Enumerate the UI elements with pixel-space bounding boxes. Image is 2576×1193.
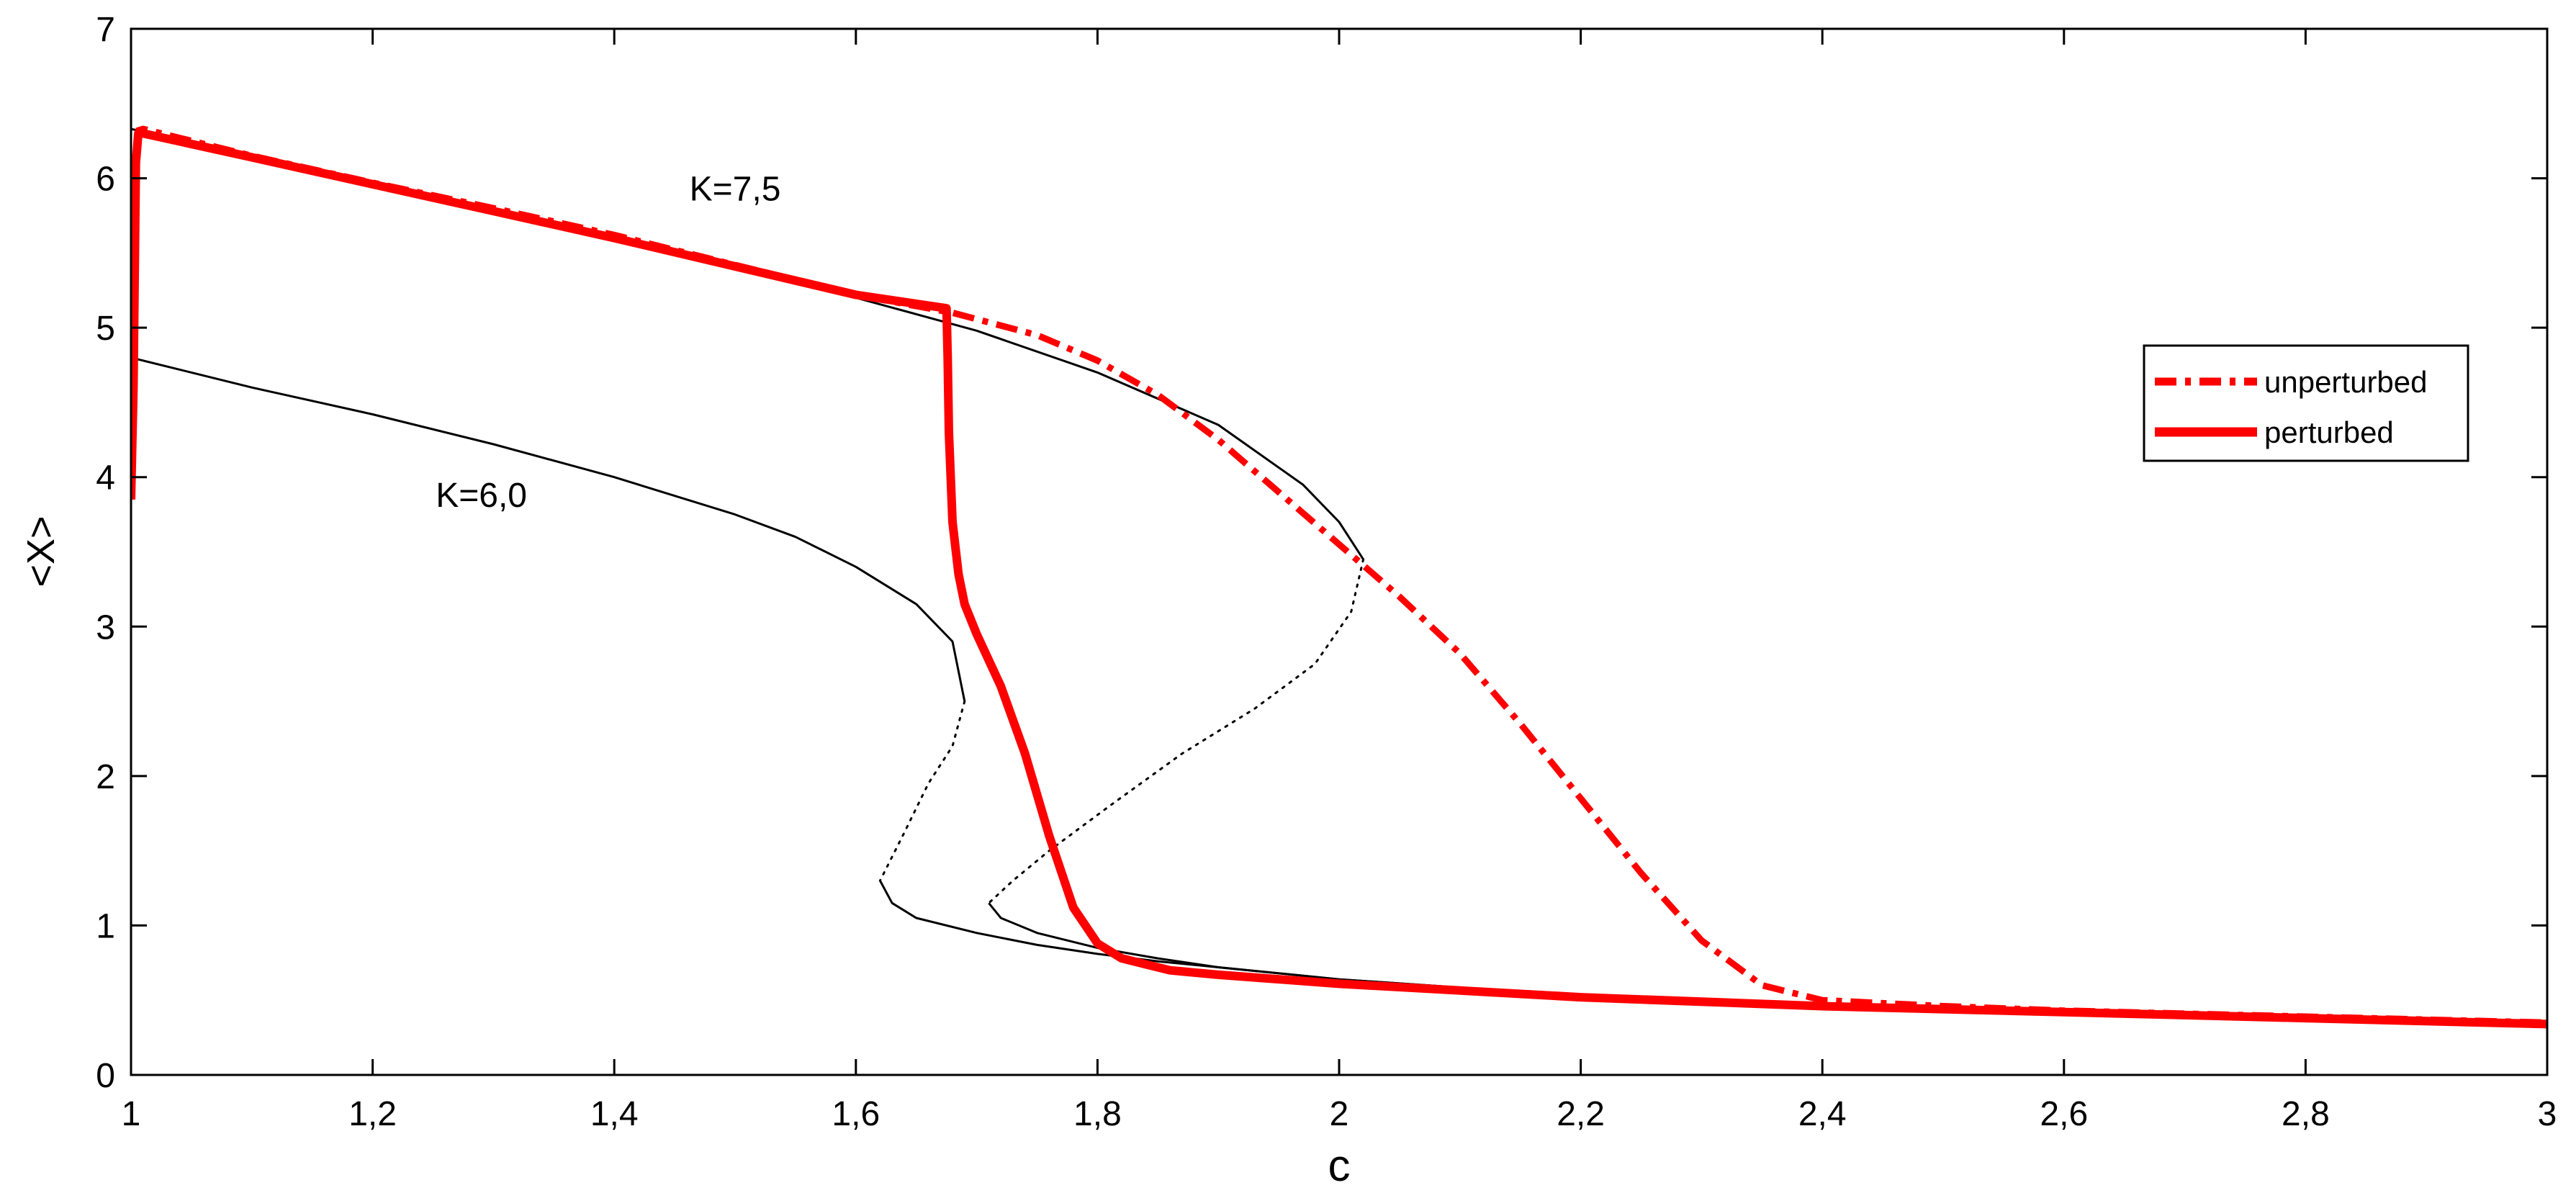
y-tick-label: 6: [96, 161, 115, 199]
legend: unperturbed perturbed: [2143, 344, 2469, 462]
x-tick-label: 2,4: [1798, 1095, 1847, 1133]
model-curve-unstable-3: [987, 558, 1365, 904]
x-tick-label: 2,2: [1557, 1095, 1605, 1133]
x-tick-label: 2: [1330, 1095, 1349, 1133]
annotation-label: K=6,0: [436, 477, 527, 515]
y-tick-label: 3: [96, 608, 115, 647]
series-unperturbed: [131, 125, 2547, 1026]
legend-label: perturbed: [2264, 415, 2394, 449]
x-tick-label: 1,2: [348, 1095, 397, 1133]
model-curve-stable-5: [131, 356, 966, 702]
y-axis-label: <X>: [19, 516, 63, 587]
series-layer: [131, 125, 2547, 1029]
annotation-layer: K=7,5 K=6,0: [436, 171, 780, 516]
x-tick-label: 2,8: [2282, 1095, 2330, 1133]
x-tick-label: 3: [2538, 1095, 2557, 1133]
legend-label: unperturbed: [2264, 365, 2428, 399]
x-tick-label: 1,8: [1073, 1095, 1122, 1133]
y-tick-label: 7: [96, 11, 115, 49]
series-perturbed: [131, 129, 2547, 1029]
y-tick-label: 4: [96, 459, 115, 498]
y-tick-label: 2: [96, 758, 115, 796]
annotation-label: K=7,5: [690, 171, 781, 209]
y-tick-label: 1: [96, 907, 115, 945]
x-tick-label: 1,6: [832, 1095, 880, 1133]
plot-frame: [130, 27, 2549, 1076]
x-axis-label: c: [1328, 1141, 1351, 1189]
x-tick-label: 2,6: [2040, 1095, 2088, 1133]
y-tick-label: 0: [96, 1057, 115, 1095]
model-curve-unstable-6: [878, 700, 966, 882]
legend-box: [2143, 344, 2469, 462]
y-tick-label: 5: [96, 310, 115, 348]
x-tick-label: 1,4: [590, 1095, 639, 1133]
x-tick-label: 1: [122, 1095, 141, 1133]
